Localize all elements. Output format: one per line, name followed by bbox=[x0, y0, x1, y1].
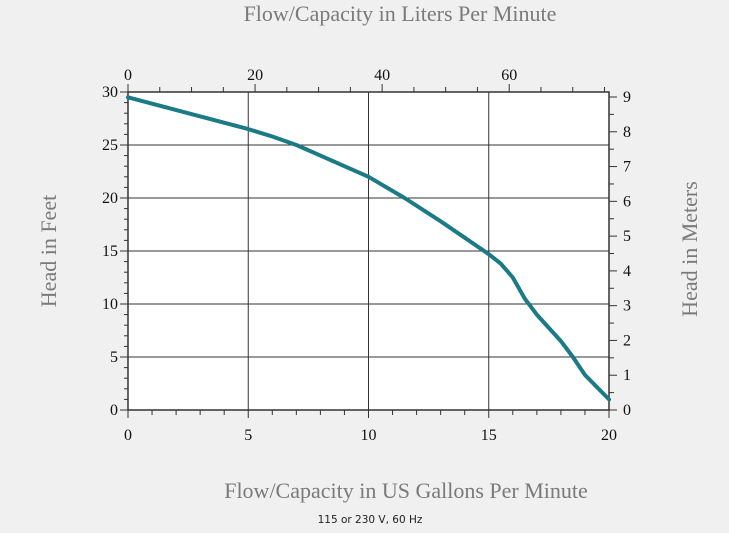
top-tick-label: 20 bbox=[247, 67, 263, 84]
x-tick-label: 5 bbox=[244, 427, 252, 444]
y-tick-label: 15 bbox=[102, 243, 118, 260]
x-tick-label: 10 bbox=[361, 427, 377, 444]
right-tick-label: 2 bbox=[623, 332, 631, 349]
y-tick-label: 20 bbox=[102, 190, 118, 207]
top-tick-label: 40 bbox=[374, 67, 390, 84]
y-axis-title-right: Head in Meters bbox=[677, 181, 702, 317]
y-tick-label: 10 bbox=[102, 296, 118, 313]
y-tick-label: 25 bbox=[102, 137, 118, 154]
right-tick-label: 8 bbox=[623, 124, 631, 141]
right-tick-label: 5 bbox=[623, 228, 631, 245]
x-tick-label: 0 bbox=[124, 427, 132, 444]
x-tick-label: 15 bbox=[481, 427, 497, 444]
x-tick-label: 20 bbox=[601, 427, 617, 444]
top-tick-label: 60 bbox=[501, 67, 517, 84]
right-tick-label: 9 bbox=[623, 89, 631, 106]
right-tick-label: 3 bbox=[623, 298, 631, 315]
y-tick-label: 5 bbox=[110, 349, 118, 366]
top-tick-label: 0 bbox=[124, 67, 132, 84]
right-tick-label: 1 bbox=[623, 367, 631, 384]
right-tick-label: 4 bbox=[623, 263, 631, 280]
right-tick-label: 6 bbox=[623, 193, 631, 210]
top-axis-title: Flow/Capacity in Liters Per Minute bbox=[244, 1, 557, 26]
y-tick-label: 30 bbox=[102, 84, 118, 101]
right-tick-label: 7 bbox=[623, 159, 631, 176]
voltage-note: 115 or 230 V, 60 Hz bbox=[318, 514, 423, 526]
right-tick-label: 0 bbox=[623, 402, 631, 419]
y-tick-label: 0 bbox=[110, 402, 118, 419]
y-axis-title-left: Head in Feet bbox=[36, 195, 61, 307]
x-axis-title: Flow/Capacity in US Gallons Per Minute bbox=[224, 478, 588, 503]
pump-curve-line bbox=[126, 95, 611, 402]
